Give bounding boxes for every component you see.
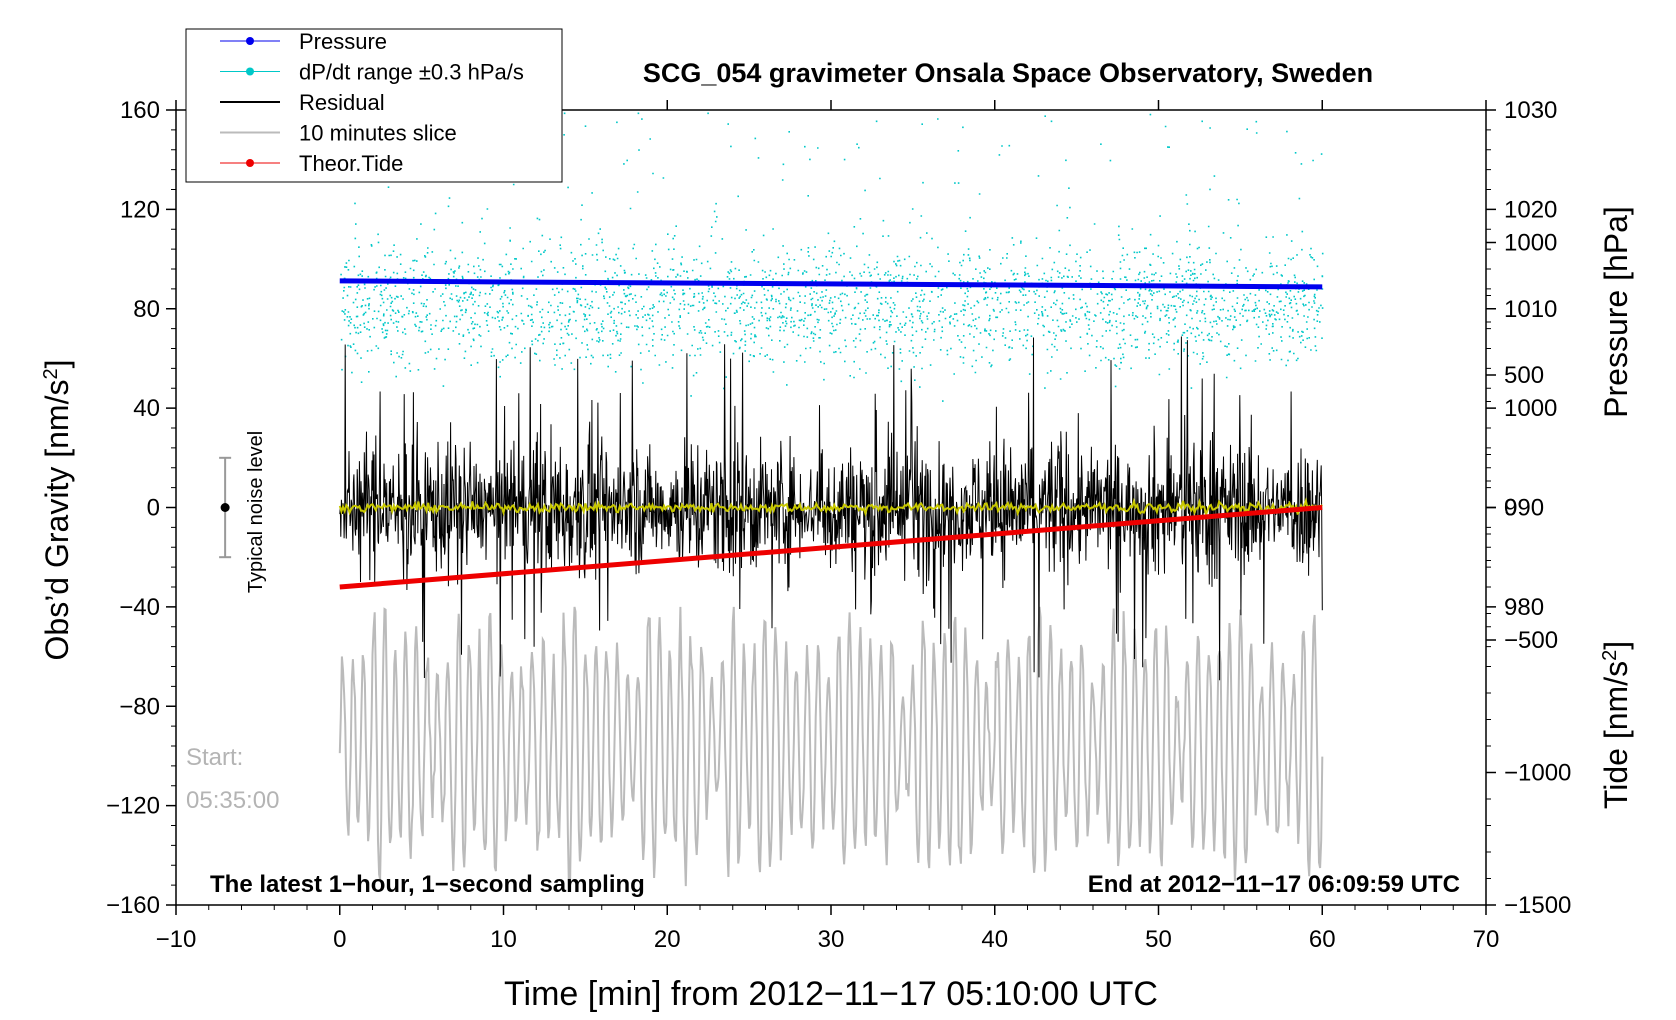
y-tick-label-pressure: 1000 [1504,395,1557,422]
y-tick-label-pressure: 1030 [1504,97,1557,124]
residual-line [339,336,1323,681]
legend-marker [246,67,254,76]
noise-center-dot [220,503,230,512]
axes-layer: −10 0 10 20 30 40 50 60 70−160−120−80−4004080120… [106,97,1571,953]
y-tick-label-tide: −1000 [1504,760,1571,787]
y-tick-label-left: −120 [106,793,160,820]
start-time: 05:35:00 [186,787,279,814]
y-tick-label-left: 40 [133,395,160,422]
y-tick-label-tide: 1000 [1504,230,1557,257]
y-tick-label-pressure: 1010 [1504,296,1557,323]
y-tick-label-left: −80 [119,693,160,720]
y-tick-label-pressure: 990 [1504,495,1544,522]
start-label: Start: [186,744,243,771]
y-tick-label-tide: −500 [1504,627,1558,654]
legend-marker [246,37,254,45]
x-tick-label: 50 [1145,926,1172,953]
y-tick-label-pressure: 980 [1504,594,1544,621]
y-tick-label-tide: −1500 [1504,892,1571,919]
x-tick-label: 0 [333,926,346,953]
x-tick-label: 60 [1309,926,1336,953]
data-layer [219,112,1324,892]
x-tick-label: 20 [654,926,681,953]
x-axis-label: Time [min] from 2012−11−17 05:10:00 UTC [504,975,1158,1013]
x-tick-label: 70 [1473,926,1500,953]
smoothed-residual-line [338,497,1323,518]
chart-title: SCG_054 gravimeter Onsala Space Observat… [643,58,1373,88]
legend-marker [246,159,254,167]
y-tick-label-left: 120 [120,196,160,223]
legend-label: Pressure [299,29,387,54]
y-tick-label-tide: 0 [1504,495,1517,522]
y-axis-label-left: Obs’d Gravity [nm/s2] [39,360,75,661]
y-axis-label-pressure: Pressure [hPa] [1598,206,1634,418]
legend-box [185,28,563,183]
y-tick-label-tide: 500 [1504,362,1544,389]
legend-label: Theor.Tide [299,151,403,176]
y-tick-label-left: 0 [147,495,160,522]
pressure-line [339,278,1323,290]
legend: Pressure dP/dt range ±0.3 hPa/s Residual 10… [185,28,563,183]
y-axis-label-tide: Tide [nm/s2] [1598,641,1634,809]
y-tick-label-left: 160 [120,97,160,124]
end-time-note: End at 2012−11−17 06:09:59 UTC [1088,871,1460,898]
sampling-note: The latest 1−hour, 1−second sampling [210,871,645,898]
y-tick-label-left: −160 [106,892,160,919]
y-tick-label-left: −40 [119,594,160,621]
legend-label: Residual [299,90,385,115]
x-tick-label: 30 [818,926,845,953]
noise-level-label: Typical noise level [245,431,267,593]
x-tick-label: 40 [981,926,1008,953]
legend-label: dP/dt range ±0.3 hPa/s [299,60,524,85]
tide-line [339,505,1323,590]
x-tick-label: 10 [490,926,517,953]
y-tick-label-pressure: 1020 [1504,196,1557,223]
slice-line [338,606,1324,892]
x-tick-label: −10 [156,926,197,953]
y-tick-label-left: 80 [133,296,160,323]
dpdt-scatter [340,112,1324,402]
legend-label: 10 minutes slice [299,121,457,146]
